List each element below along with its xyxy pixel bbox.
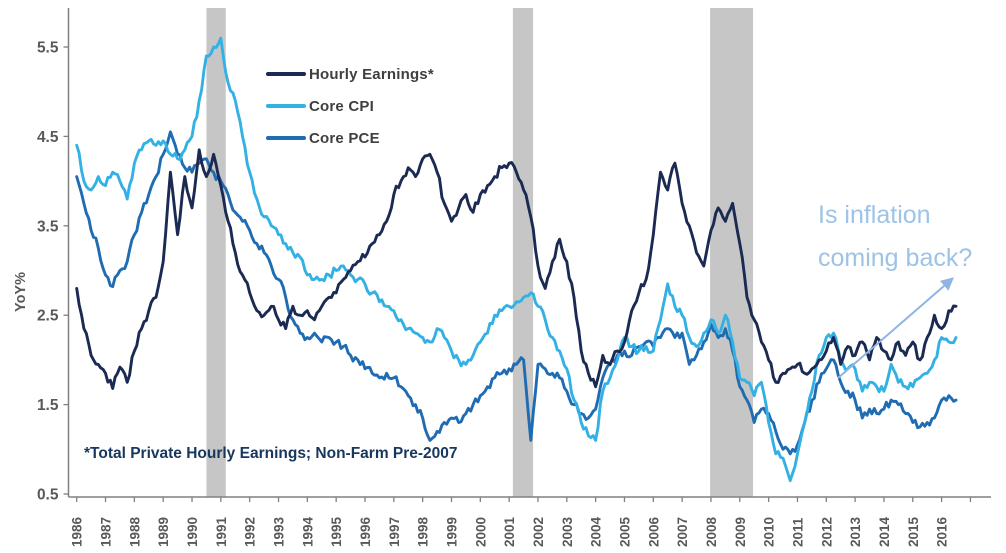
- x-tick-label: 2001: [502, 516, 517, 547]
- x-tick-label: 2003: [560, 516, 575, 547]
- y-tick-label: 3.5: [37, 218, 59, 235]
- core-cpi-line-swatch: [266, 104, 306, 108]
- hourly-earnings-line: [75, 148, 958, 390]
- chart-legend: Hourly Earnings* Core CPI Core PCE: [266, 58, 434, 154]
- annotation-line-1: Is inflation: [818, 201, 931, 229]
- x-tick-label: 1999: [444, 517, 459, 547]
- x-tick-label: 1996: [358, 516, 373, 547]
- y-tick-label: 4.5: [37, 129, 59, 146]
- x-tick-label: 2005: [617, 516, 632, 547]
- x-tick-label: 1991: [214, 516, 229, 547]
- y-tick-label: 5.5: [37, 40, 59, 57]
- legend-item-hourly-earnings: Hourly Earnings*: [266, 58, 434, 90]
- y-tick-label: 1.5: [37, 397, 59, 414]
- x-tick-label: 1997: [387, 517, 402, 547]
- x-tick-label: 1993: [272, 516, 287, 547]
- recession-band: [710, 8, 754, 497]
- y-tick-label: 0.5: [37, 487, 59, 504]
- legend-item-core-cpi: Core CPI: [266, 90, 434, 122]
- x-tick-label: 2002: [531, 517, 546, 547]
- x-tick-label: 1994: [300, 516, 315, 547]
- x-tick-label: 2010: [762, 517, 777, 547]
- legend-label-core-cpi: Core CPI: [309, 97, 374, 115]
- y-tick-label: 2.5: [37, 308, 59, 325]
- x-tick-label: 1987: [99, 517, 114, 547]
- y-axis-title: YoY%: [13, 272, 29, 312]
- x-tick-label: 1988: [127, 516, 142, 547]
- annotation-text: Is inflation coming back?: [818, 194, 972, 280]
- x-tick-label: 2016: [935, 516, 950, 547]
- recession-bands: [206, 8, 754, 497]
- x-tick-label: 2000: [473, 517, 488, 547]
- core-pce-line-swatch: [266, 136, 306, 140]
- x-tick-label: 2007: [675, 517, 690, 547]
- x-tick-label: 2009: [733, 517, 748, 547]
- x-tick-label: 2011: [790, 517, 805, 547]
- x-tick-label: 1995: [329, 516, 344, 547]
- annotation-arrow: [837, 277, 954, 379]
- core-pce-line: [75, 130, 958, 456]
- x-tick-label: 2006: [646, 516, 661, 547]
- legend-label-hourly-earnings: Hourly Earnings*: [309, 65, 434, 83]
- x-tick-label: 2013: [848, 516, 863, 547]
- x-tick-label: 1998: [416, 516, 431, 547]
- core-cpi-line: [75, 36, 958, 483]
- x-tick-label: 2014: [877, 516, 892, 547]
- recession-band: [512, 8, 534, 497]
- x-tick-label: 2012: [819, 517, 834, 547]
- annotation-line-2: coming back?: [818, 244, 973, 272]
- x-tick-label: 1992: [243, 517, 258, 547]
- axes: 0.5 1.5 2.5 3.5 4.5 5.5 1986 1987 1988 1989 1990 19…: [13, 8, 991, 547]
- legend-item-core-pce: Core PCE: [266, 122, 434, 154]
- x-tick-label: 1989: [156, 517, 171, 547]
- footnote-text: *Total Private Hourly Earnings; Non-Farm…: [84, 445, 458, 462]
- x-tick-label: 1990: [185, 517, 200, 547]
- x-tick-label: 2008: [704, 516, 719, 547]
- x-tick-label: 2015: [906, 516, 921, 547]
- recession-band: [206, 8, 226, 497]
- hourly-earnings-line-swatch: [266, 72, 306, 76]
- legend-label-core-pce: Core PCE: [309, 129, 380, 147]
- x-tick-label: 1986: [70, 516, 85, 547]
- x-tick-label: 2004: [589, 516, 604, 547]
